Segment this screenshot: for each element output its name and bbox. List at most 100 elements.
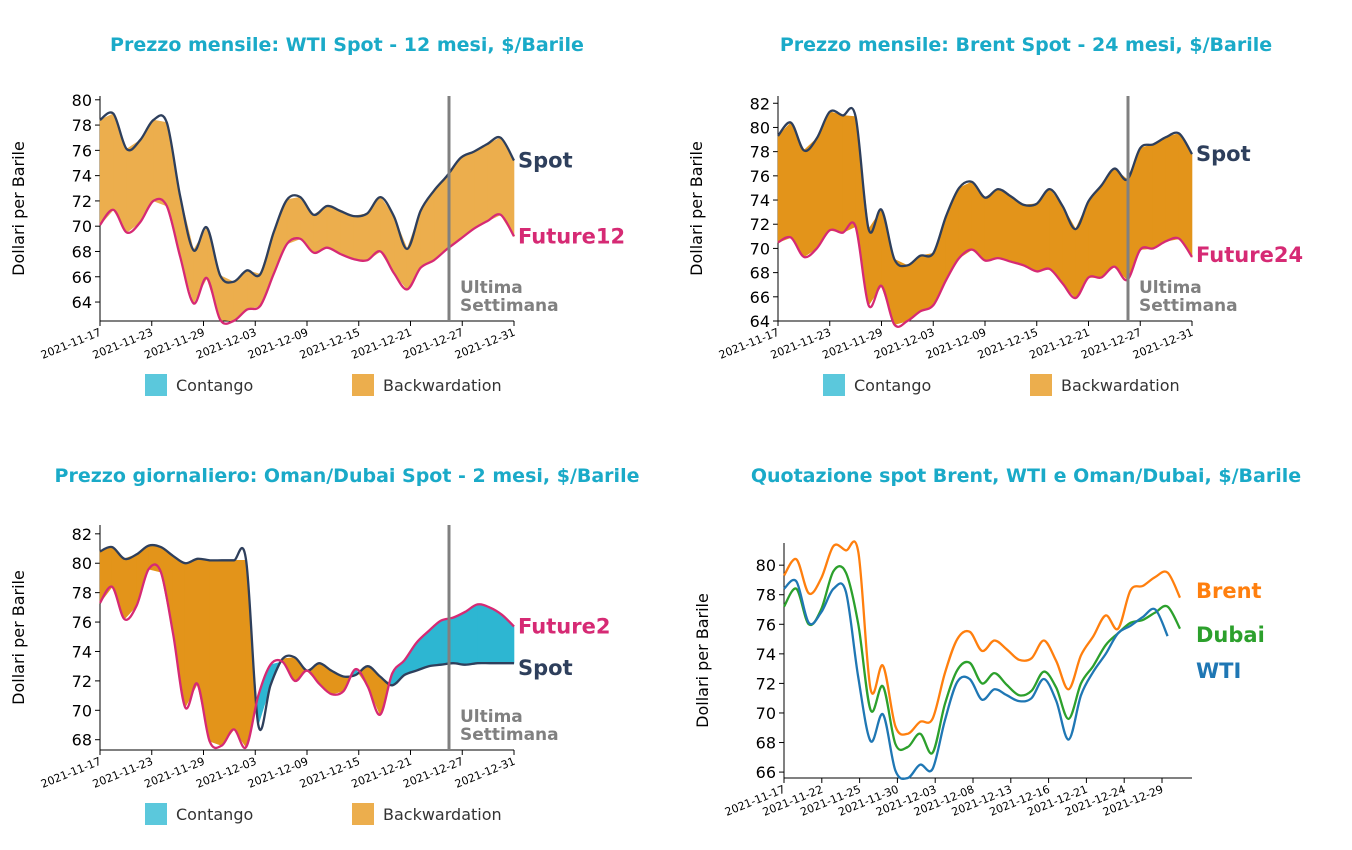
series-label-future2: Future2 bbox=[518, 614, 610, 638]
chart-title: Prezzo mensile: Brent Spot - 24 mesi, $/… bbox=[780, 34, 1272, 56]
y-tick-label: 80 bbox=[756, 556, 776, 575]
legend-contango-swatch bbox=[145, 803, 167, 825]
backwardation-area bbox=[340, 210, 355, 260]
y-axis-label: Dollari per Barile bbox=[693, 593, 712, 728]
backwardation-area bbox=[126, 139, 141, 234]
backwardation-area bbox=[313, 205, 328, 254]
y-tick-label: 76 bbox=[72, 141, 92, 160]
backwardation-area bbox=[1023, 203, 1038, 272]
legend-contango-label: Contango bbox=[176, 805, 253, 824]
series-label-future24: Future24 bbox=[1196, 243, 1303, 267]
series-line-spot bbox=[99, 543, 514, 732]
backwardation-area bbox=[971, 181, 986, 262]
legend-backwardation-swatch bbox=[352, 803, 374, 825]
backwardation-area bbox=[353, 213, 368, 261]
y-tick-label: 68 bbox=[72, 242, 92, 261]
y-tick-label: 74 bbox=[72, 642, 92, 661]
backwardation-area bbox=[1152, 136, 1167, 249]
y-tick-label: 68 bbox=[72, 731, 92, 750]
backwardation-area bbox=[958, 181, 973, 259]
y-tick-label: 82 bbox=[750, 94, 770, 113]
backwardation-area bbox=[790, 122, 805, 258]
backwardation-area bbox=[172, 555, 186, 708]
series-label-wti: WTI bbox=[1196, 659, 1241, 683]
contango-area bbox=[440, 617, 454, 666]
series-label-spot: Spot bbox=[518, 148, 573, 172]
backwardation-area bbox=[1140, 144, 1154, 250]
backwardation-area bbox=[1101, 167, 1115, 279]
contango-area bbox=[489, 606, 503, 664]
contango-area bbox=[477, 604, 490, 664]
y-tick-label: 72 bbox=[72, 672, 92, 691]
legend-backwardation-label: Backwardation bbox=[383, 376, 502, 395]
series-label-spot: Spot bbox=[518, 656, 573, 680]
backwardation-area bbox=[99, 113, 114, 226]
series-line-brent bbox=[783, 540, 1182, 736]
legend-backwardation-label: Backwardation bbox=[1061, 376, 1180, 395]
y-tick-label: 76 bbox=[750, 167, 770, 186]
backwardation-area bbox=[206, 227, 221, 320]
y-tick-label: 70 bbox=[72, 701, 92, 720]
spot-comparison-chart: Quotazione spot Brent, WTI e Oman/Dubai,… bbox=[693, 465, 1301, 819]
chart-title: Prezzo mensile: WTI Spot - 12 mesi, $/Ba… bbox=[110, 34, 584, 56]
y-tick-label: 76 bbox=[756, 615, 776, 634]
series-line-spot bbox=[777, 106, 1193, 268]
y-tick-label: 72 bbox=[72, 192, 92, 211]
last-week-label-line1: Ultima bbox=[1139, 278, 1202, 298]
brent-chart: Prezzo mensile: Brent Spot - 24 mesi, $/… bbox=[687, 34, 1303, 396]
backwardation-area bbox=[209, 559, 223, 747]
y-tick-label: 78 bbox=[72, 584, 92, 603]
y-tick-label: 82 bbox=[72, 525, 92, 544]
legend-backwardation-label: Backwardation bbox=[383, 805, 502, 824]
series-line-future12 bbox=[99, 197, 516, 325]
backwardation-area bbox=[326, 205, 341, 255]
series-line-future2 bbox=[99, 563, 515, 750]
legend-contango-swatch bbox=[823, 374, 845, 396]
y-tick-label: 66 bbox=[750, 288, 770, 307]
backwardation-area bbox=[153, 119, 168, 207]
y-tick-label: 78 bbox=[756, 586, 776, 605]
backwardation-area bbox=[1114, 167, 1128, 281]
series-label-dubai: Dubai bbox=[1196, 623, 1265, 647]
chart-title: Prezzo giornaliero: Oman/Dubai Spot - 2 … bbox=[55, 465, 640, 487]
y-tick-label: 72 bbox=[750, 215, 770, 234]
legend-contango-label: Contango bbox=[176, 376, 253, 395]
series-label-brent: Brent bbox=[1196, 579, 1262, 603]
backwardation-area bbox=[984, 188, 999, 261]
backwardation-area bbox=[473, 143, 488, 230]
legend-contango-swatch bbox=[145, 374, 167, 396]
legend-backwardation-swatch bbox=[1030, 374, 1052, 396]
backwardation-area bbox=[286, 196, 301, 245]
series-line-future24 bbox=[777, 221, 1193, 328]
contango-area bbox=[428, 619, 442, 667]
y-tick-label: 80 bbox=[750, 118, 770, 137]
backwardation-area bbox=[919, 252, 934, 312]
chart-title: Quotazione spot Brent, WTI e Oman/Dubai,… bbox=[751, 465, 1301, 487]
contango-area bbox=[464, 603, 478, 666]
backwardation-area bbox=[829, 111, 844, 234]
y-tick-label: 70 bbox=[756, 704, 776, 723]
y-tick-label: 74 bbox=[756, 645, 776, 664]
y-tick-label: 66 bbox=[756, 763, 776, 782]
y-tick-label: 76 bbox=[72, 613, 92, 632]
contango-area bbox=[501, 613, 515, 664]
series-line-spot bbox=[99, 111, 516, 284]
backwardation-area bbox=[842, 115, 856, 234]
backwardation-area bbox=[233, 559, 247, 749]
y-axis-label: Dollari per Barile bbox=[9, 141, 28, 276]
backwardation-area bbox=[99, 546, 113, 604]
y-tick-label: 64 bbox=[72, 293, 92, 312]
last-week-label-line1: Ultima bbox=[460, 707, 523, 727]
y-tick-label: 70 bbox=[750, 239, 770, 258]
backwardation-area bbox=[221, 559, 235, 747]
oman-dubai-chart: Prezzo giornaliero: Oman/Dubai Spot - 2 … bbox=[9, 465, 639, 825]
last-week-label-line2: Settimana bbox=[460, 725, 559, 745]
legend-backwardation-swatch bbox=[352, 374, 374, 396]
backwardation-area bbox=[393, 215, 408, 291]
y-axis-label: Dollari per Barile bbox=[687, 141, 706, 276]
backwardation-area bbox=[420, 189, 435, 269]
y-tick-label: 70 bbox=[72, 217, 92, 236]
y-tick-label: 72 bbox=[756, 674, 776, 693]
y-tick-label: 68 bbox=[750, 264, 770, 283]
backwardation-area bbox=[486, 137, 501, 222]
